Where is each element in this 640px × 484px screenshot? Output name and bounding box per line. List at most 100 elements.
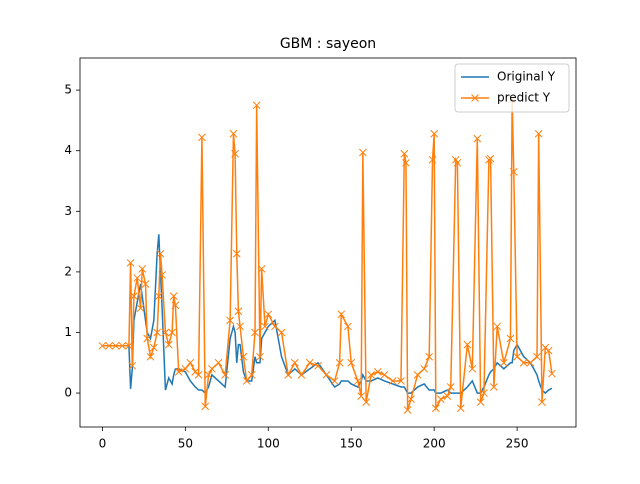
x-tick-label: 0 (99, 437, 107, 451)
point-marker (149, 343, 158, 352)
point-marker (509, 168, 518, 176)
point-marker (186, 358, 195, 367)
point-marker (251, 328, 259, 337)
point-marker (242, 377, 251, 385)
point-marker (490, 383, 498, 391)
legend-label: Original Y (497, 70, 556, 84)
legend-marker (471, 94, 479, 102)
point-marker (330, 377, 339, 385)
point-marker (194, 371, 203, 379)
point-marker (156, 249, 165, 258)
point-marker (105, 341, 113, 350)
point-marker (519, 358, 528, 367)
point-marker (358, 148, 367, 157)
y-tick-label: 2 (64, 264, 72, 278)
point-marker (256, 352, 264, 361)
point-marker (130, 292, 138, 300)
point-marker (513, 352, 521, 361)
axes-frame (79, 57, 577, 428)
point-marker (335, 358, 344, 367)
point-marker (430, 129, 439, 138)
point-marker (143, 334, 152, 343)
point-marker (126, 258, 135, 267)
point-marker (314, 361, 322, 370)
legend-label: predict Y (497, 91, 551, 105)
point-marker (400, 149, 409, 158)
point-marker (463, 340, 472, 349)
point-marker (128, 361, 137, 370)
point-marker (526, 358, 535, 367)
point-marker (367, 371, 375, 379)
point-marker (277, 328, 286, 337)
point-marker (153, 328, 161, 337)
point-marker (431, 404, 440, 413)
point-marker (420, 364, 429, 373)
point-marker (154, 292, 163, 300)
point-marker (407, 395, 415, 403)
point-marker (264, 310, 273, 319)
point-marker (204, 371, 213, 379)
point-marker (252, 101, 261, 110)
point-marker (169, 292, 178, 300)
point-marker (198, 133, 206, 142)
point-marker (344, 322, 352, 331)
point-marker (239, 352, 248, 361)
point-marker (261, 322, 269, 331)
point-marker (164, 340, 173, 349)
point-marker (161, 328, 170, 337)
point-marker (168, 328, 176, 337)
point-marker (347, 358, 356, 367)
point-marker (373, 368, 382, 376)
legend-box (454, 63, 570, 113)
point-marker (208, 364, 216, 373)
point-marker (141, 280, 150, 288)
point-marker (548, 369, 556, 378)
point-marker (402, 158, 410, 167)
point-marker (480, 389, 488, 397)
point-marker (146, 352, 155, 361)
series-line (102, 99, 553, 412)
point-marker (476, 398, 485, 407)
point-marker (226, 316, 234, 325)
point-marker (297, 371, 306, 379)
point-marker (337, 310, 346, 319)
point-marker (534, 129, 543, 138)
legend: Original Y predict Y (454, 63, 570, 113)
point-marker (403, 406, 412, 414)
point-marker (354, 377, 362, 385)
point-marker (388, 377, 397, 385)
point-marker (284, 371, 293, 379)
point-marker (443, 392, 452, 400)
point-marker (136, 304, 145, 313)
x-tick-label: 50 (178, 437, 193, 451)
point-marker (118, 341, 127, 350)
y-tick-label: 4 (64, 143, 72, 157)
y-tick-label: 3 (64, 204, 72, 218)
x-tick-label: 100 (257, 437, 280, 451)
y-tick-label: 0 (64, 386, 72, 400)
y-tick-label: 5 (64, 83, 72, 97)
point-marker (229, 129, 238, 138)
y-tick-label: 1 (64, 325, 72, 339)
point-marker (214, 358, 223, 367)
point-marker (98, 341, 107, 350)
point-marker (174, 368, 183, 376)
point-marker (413, 371, 422, 379)
point-marker (493, 322, 502, 331)
x-tick-label: 150 (340, 437, 363, 451)
point-marker (446, 383, 455, 391)
x-tick-label: 200 (423, 437, 446, 451)
point-marker (322, 371, 331, 379)
point-marker (271, 322, 279, 331)
point-marker (221, 371, 230, 379)
point-marker (234, 307, 243, 316)
point-marker (499, 358, 508, 367)
point-marker (257, 265, 266, 273)
point-marker (133, 274, 142, 282)
point-marker (236, 322, 244, 331)
point-marker (181, 364, 190, 373)
point-marker (486, 154, 495, 163)
point-marker (453, 158, 462, 167)
point-marker (538, 398, 546, 407)
